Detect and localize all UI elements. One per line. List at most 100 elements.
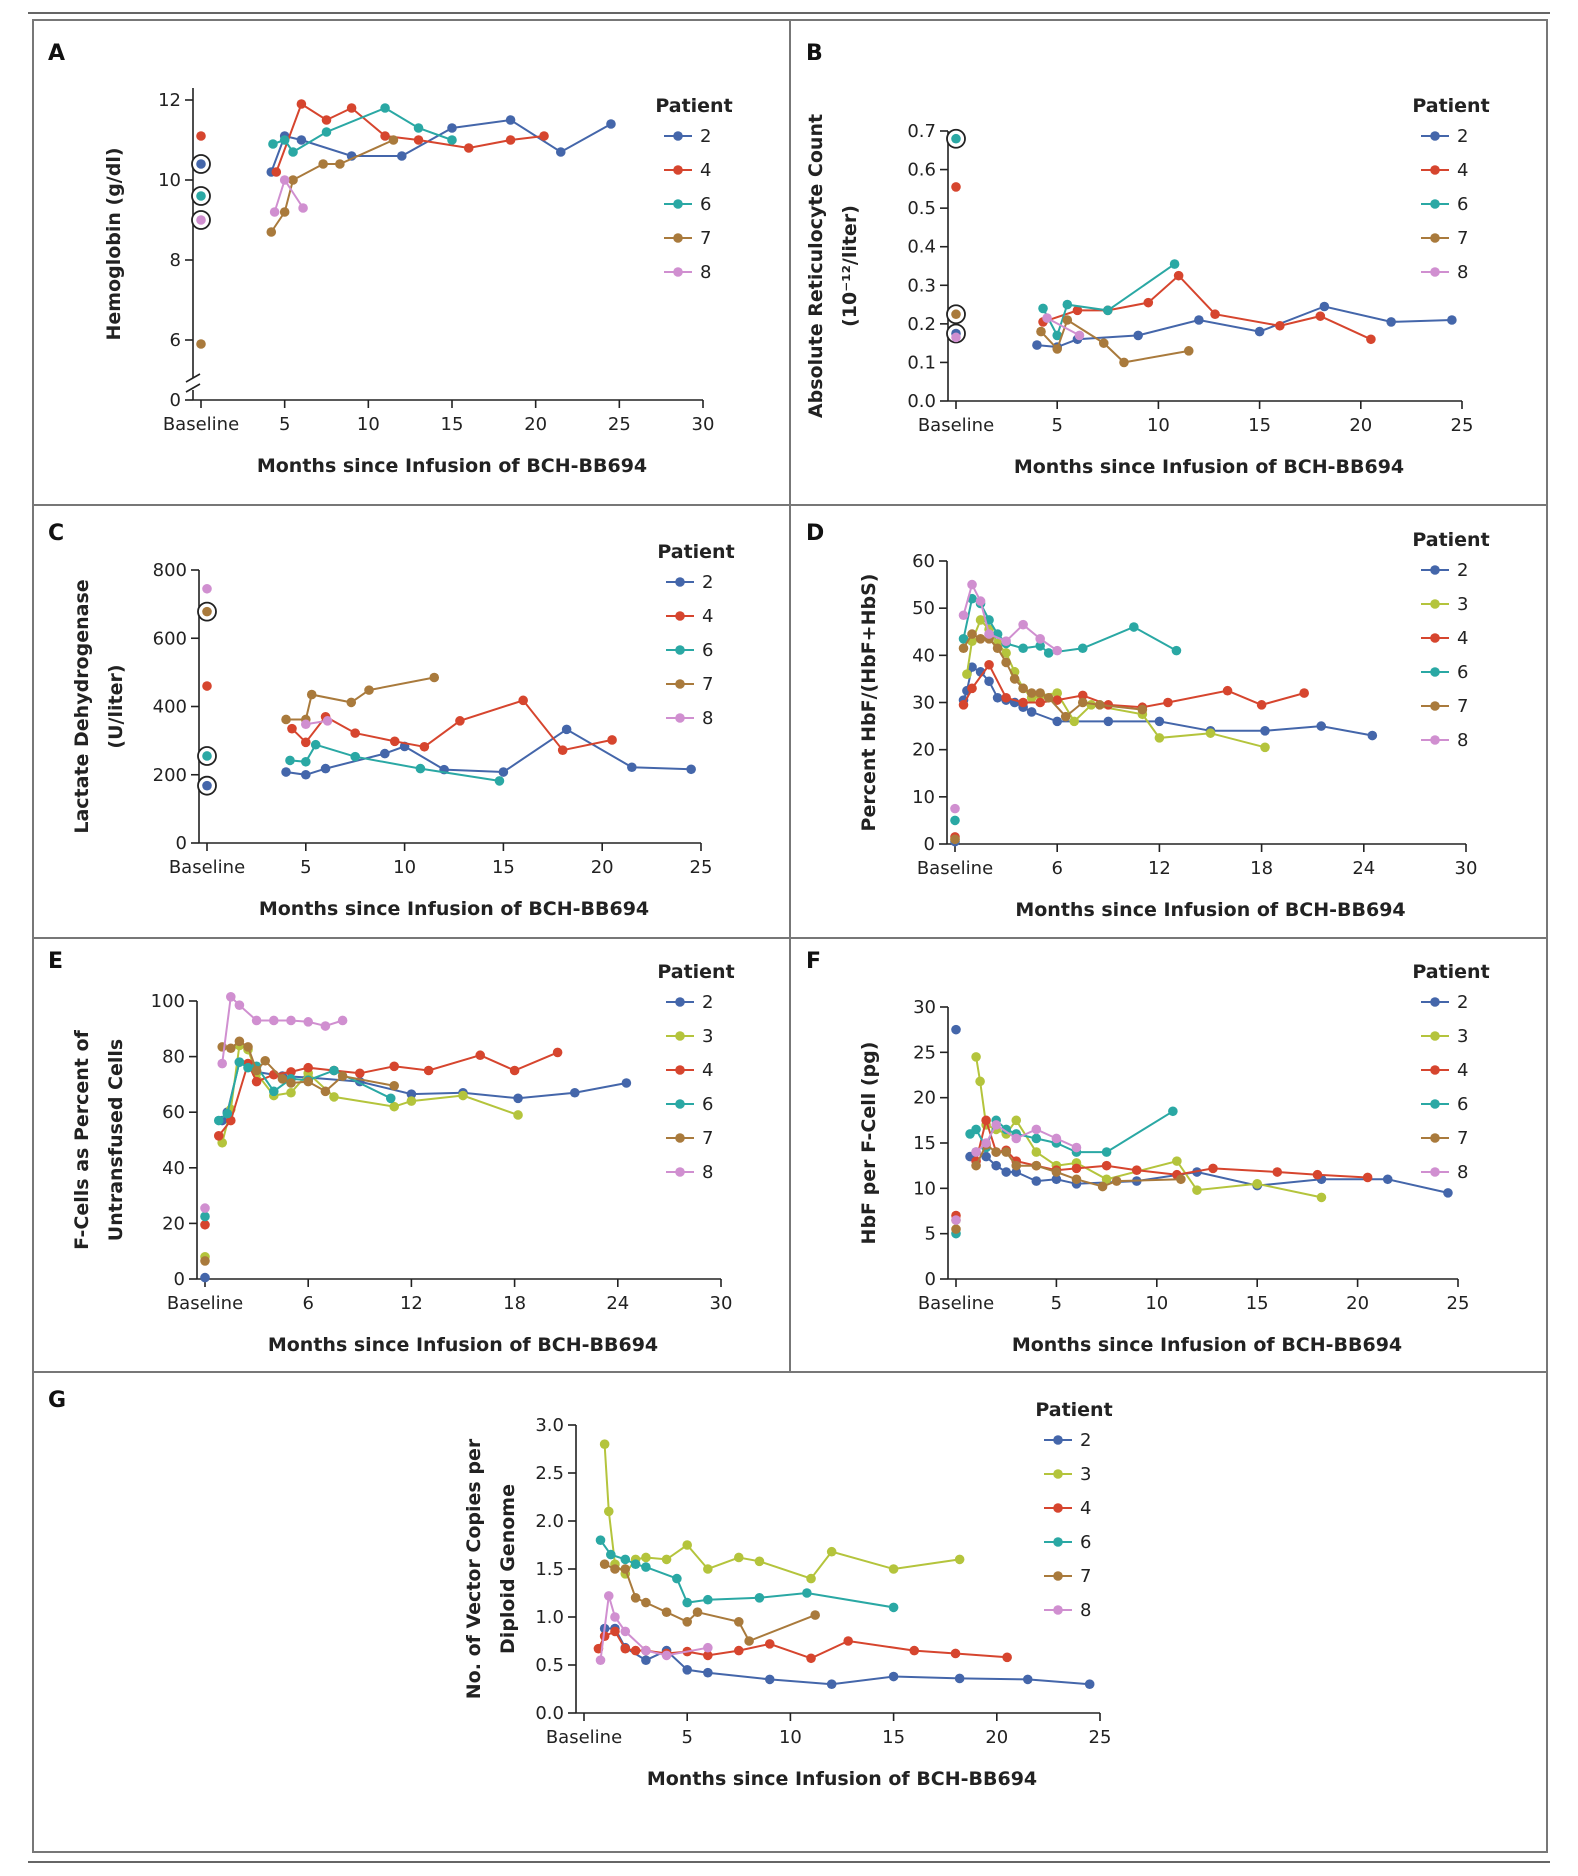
data-point <box>509 1065 520 1076</box>
panel-letter-d: D <box>806 521 824 546</box>
data-point <box>621 1078 632 1088</box>
data-point <box>754 1556 765 1567</box>
data-point <box>958 643 969 654</box>
data-point <box>288 175 298 185</box>
data-point <box>1022 1674 1033 1685</box>
baseline-point <box>950 803 960 814</box>
legend-label: 6 <box>1457 662 1468 683</box>
x-tick-label-d: 6 <box>1051 858 1062 879</box>
data-point <box>692 1607 703 1617</box>
y-tick-label-b: 0.3 <box>907 275 936 296</box>
data-point <box>513 1093 523 1104</box>
y-tick-label-g: 1.0 <box>535 1607 564 1628</box>
panel-letter-g: G <box>48 1388 66 1413</box>
data-point <box>271 167 282 177</box>
x-tick-label-e: 30 <box>710 1293 733 1314</box>
y-tick-label-d: 40 <box>912 645 935 666</box>
data-point <box>606 119 616 129</box>
legend-item-2: 2 <box>1044 1430 1091 1451</box>
data-point <box>329 1065 339 1076</box>
data-point <box>306 689 317 700</box>
legend-item-2: 2 <box>666 572 713 593</box>
data-point <box>686 764 696 775</box>
legend-swatch-point <box>1430 997 1440 1007</box>
y-axis-title-line2-e: Untransfused Cells <box>105 1039 127 1241</box>
data-point <box>1260 742 1270 753</box>
data-point <box>1319 301 1330 312</box>
data-point <box>981 1151 991 1162</box>
data-point <box>234 1000 245 1010</box>
x-tick-label-c: 20 <box>591 857 614 878</box>
legend-label: 2 <box>1457 126 1468 147</box>
legend-title: Patient <box>657 961 734 983</box>
baseline-point <box>202 606 212 617</box>
y-tick-label-c: 0 <box>176 833 187 854</box>
y-axis-title-d: Percent HbF/(HbF+HbS) <box>858 574 880 832</box>
legend-label: 7 <box>1457 1128 1468 1149</box>
legend-swatch-point <box>675 1065 685 1075</box>
data-point <box>806 1573 816 1584</box>
data-point <box>337 1015 348 1026</box>
data-point <box>630 1559 641 1569</box>
y-tick-label-d: 10 <box>912 787 935 808</box>
data-point <box>958 700 969 710</box>
baseline-point <box>951 309 961 320</box>
data-point <box>380 103 390 113</box>
data-point <box>251 1076 262 1087</box>
legend-item-4: 4 <box>666 606 713 627</box>
x-axis-title-f: Months since Infusion of BCH-BB694 <box>1012 1334 1402 1356</box>
data-point <box>380 131 390 141</box>
data-point <box>298 203 308 213</box>
baseline-point <box>951 1024 961 1035</box>
legend-b: Patient 2 4 6 7 8 <box>1412 95 1489 283</box>
x-tick-label-b: 15 <box>1248 415 1271 436</box>
data-point <box>975 634 986 644</box>
panel-letter-e: E <box>48 949 63 974</box>
data-point <box>318 159 328 169</box>
series-b-6 <box>946 128 1180 341</box>
x-tick-label-d: Baseline <box>917 858 993 879</box>
data-point <box>1077 643 1088 654</box>
x-tick-label-g: Baseline <box>546 1727 622 1748</box>
data-point <box>984 659 994 670</box>
data-point <box>447 123 457 133</box>
data-point <box>455 716 465 726</box>
data-point <box>1001 636 1011 646</box>
data-point <box>1071 1163 1082 1174</box>
data-point <box>1443 1188 1453 1198</box>
x-tick-label-f: Baseline <box>918 1293 994 1314</box>
data-point <box>1009 674 1020 684</box>
x-axis-title-c: Months since Infusion of BCH-BB694 <box>259 898 649 920</box>
y-tick-label-a: 8 <box>170 250 181 271</box>
data-point <box>303 1076 314 1087</box>
data-point <box>958 634 969 644</box>
data-point <box>1031 1147 1042 1157</box>
legend-swatch-point <box>675 1031 685 1041</box>
series-line <box>1046 317 1080 337</box>
legend-item-2: 2 <box>664 126 711 147</box>
legend-item-4: 4 <box>1044 1498 1091 1519</box>
baseline-point <box>202 780 212 791</box>
legend-item-6: 6 <box>666 640 713 661</box>
data-point <box>975 615 986 625</box>
data-point <box>1062 299 1073 310</box>
data-point <box>620 1643 631 1654</box>
data-point <box>335 159 345 169</box>
data-point <box>406 1096 417 1106</box>
data-point <box>1111 1176 1122 1186</box>
data-point <box>251 1015 262 1026</box>
series-line <box>962 662 1305 709</box>
data-point <box>513 1110 523 1120</box>
data-point <box>518 695 528 706</box>
data-point <box>320 1086 331 1097</box>
legend-item-7: 7 <box>664 228 711 249</box>
y-tick-label-a: 6 <box>170 330 181 351</box>
x-tick-label-a: 10 <box>357 414 380 435</box>
data-point <box>888 1564 899 1574</box>
y-axis-title-line2-c: (U/liter) <box>105 664 127 748</box>
data-point <box>285 755 295 766</box>
legend-label: 8 <box>702 1162 713 1183</box>
legend-item-8: 8 <box>1421 730 1468 751</box>
